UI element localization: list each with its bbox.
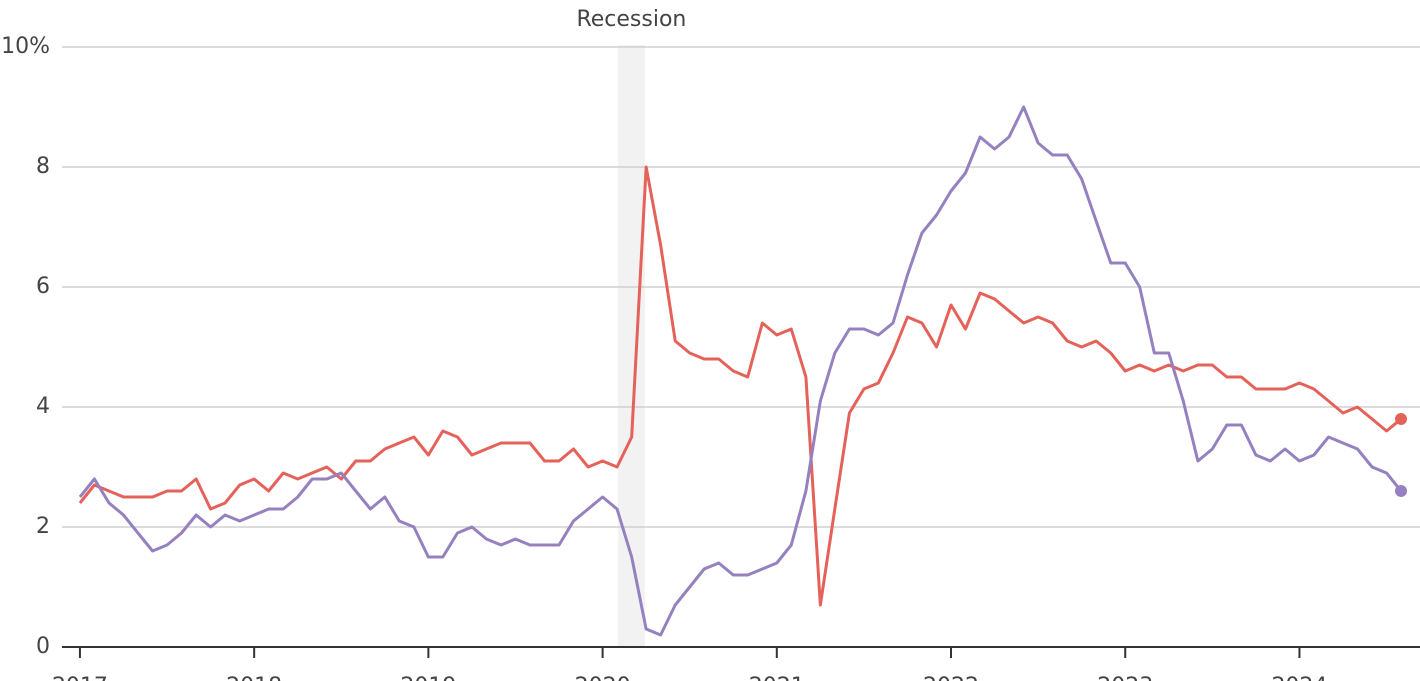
y-tick-label: 10% (1, 34, 50, 59)
x-tick-label: 2022 (923, 674, 979, 681)
x-tick-label: 2017 (52, 674, 108, 681)
x-tick-label: 2021 (749, 674, 805, 681)
series-line (78, 105, 1403, 637)
y-tick-label: 4 (36, 394, 50, 419)
x-tick-label: 2018 (226, 674, 282, 681)
x-tick-label: 2023 (1097, 674, 1153, 681)
x-tick-label: 2019 (400, 674, 456, 681)
x-tick-label: 2024 (1271, 674, 1327, 681)
end-marker (1395, 485, 1408, 497)
recession-band (617, 45, 645, 647)
y-tick-label: 6 (36, 274, 50, 299)
x-tick-label: 2020 (575, 674, 631, 681)
recession-label: Recession (576, 7, 686, 32)
y-tick-label: 2 (36, 514, 50, 539)
y-tick-label: 0 (36, 634, 50, 659)
series-line (78, 165, 1402, 607)
y-tick-label: 8 (36, 154, 50, 179)
end-marker (1395, 413, 1408, 425)
